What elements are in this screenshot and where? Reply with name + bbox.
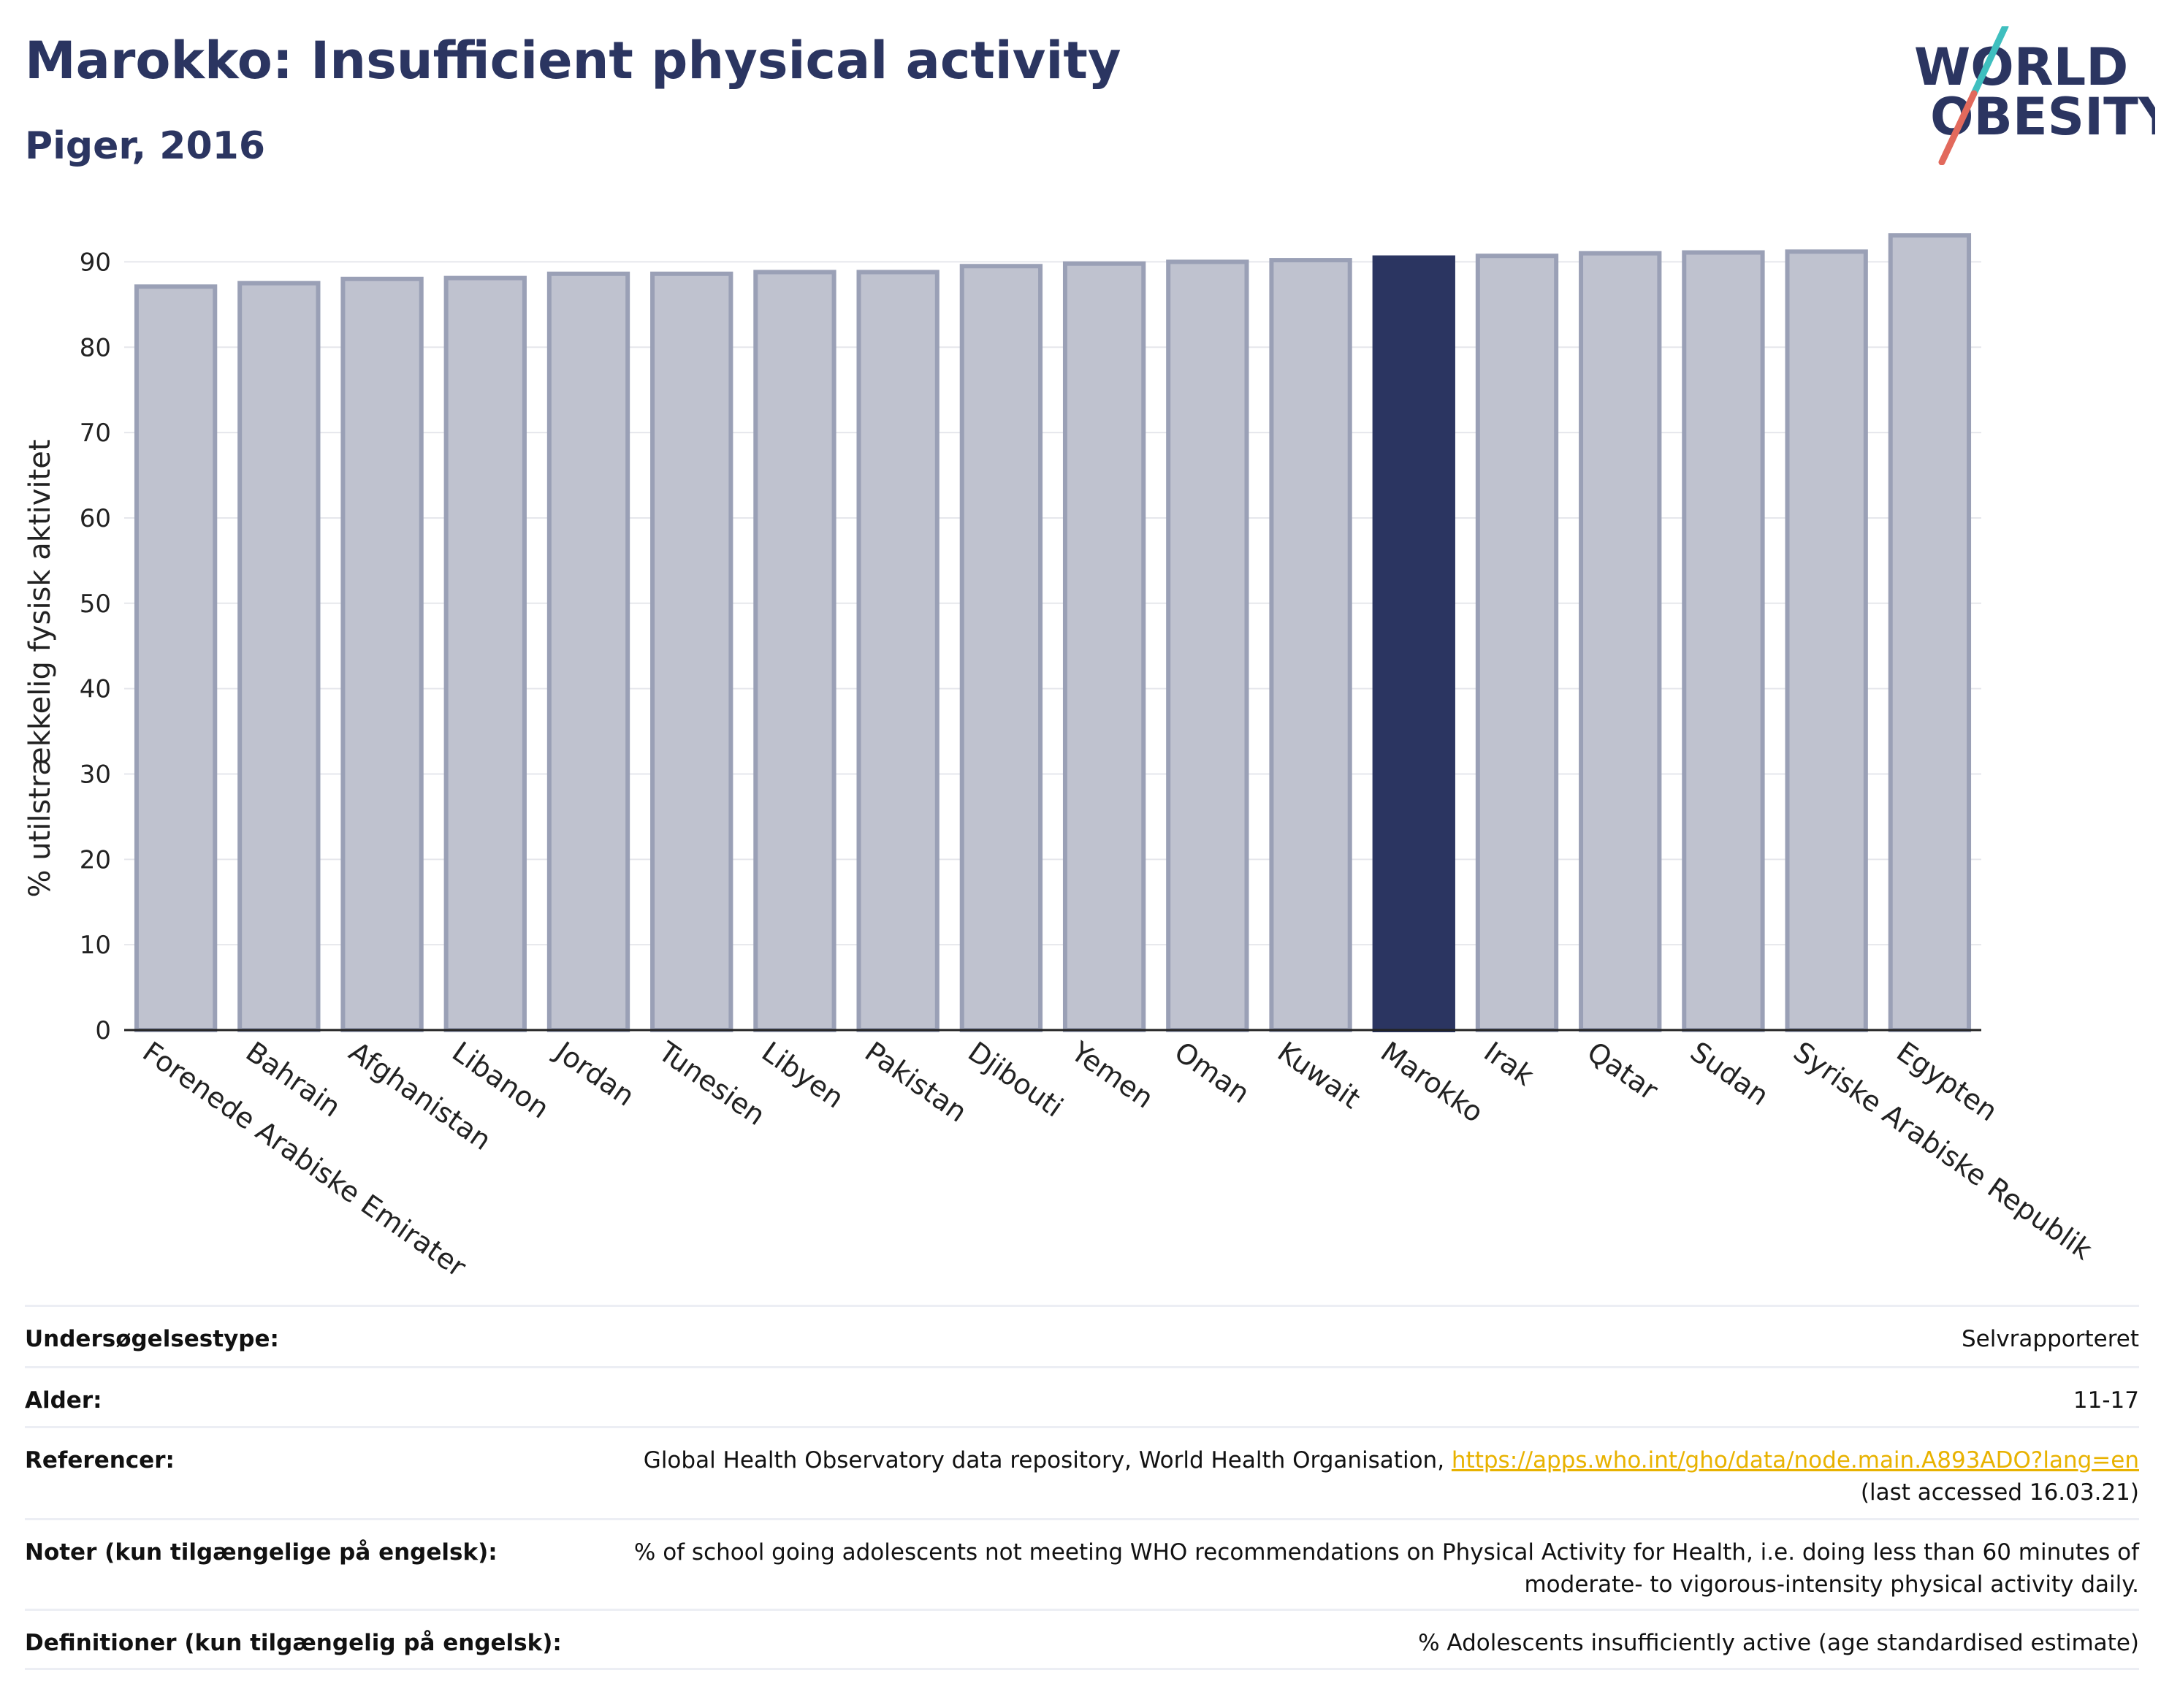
bar-libyen [753,270,836,1032]
meta-key: Undersøgelsestype: [25,1326,279,1352]
metadata-table: Undersøgelsestype: Selvrapporteret Alder… [25,1305,2139,1670]
bar-tunesien [650,271,733,1033]
bar-bahrain [237,281,321,1032]
y-tick-label: 80 [80,333,111,362]
bar-libanon [443,275,527,1032]
x-tick-label: Tunesien [652,1035,771,1132]
meta-value: 11-17 [2073,1387,2139,1414]
y-tick-label: 10 [80,931,111,960]
x-tick-label: Qatar [1582,1035,1664,1107]
bar-marokko [1372,255,1455,1032]
bar-yemen [1062,261,1146,1032]
x-tick-label: Yemen [1065,1035,1159,1115]
bar-afghanistan [340,276,424,1033]
meta-row-references: Referencer: Global Health Observatory da… [25,1426,2139,1518]
bar-jordan [546,271,630,1033]
bar-irak [1475,253,1559,1033]
y-tick-label: 20 [80,845,111,874]
chart-title: Marokko: Insufficient physical activity [25,31,1121,91]
y-tick-label: 90 [80,248,111,277]
reference-accessed: (last accessed 16.03.21) [1860,1479,2139,1506]
x-tick-label: Libyen [756,1035,850,1114]
y-tick-label: 40 [80,675,111,704]
x-tick-label: Irak [1478,1035,1539,1091]
bars [134,233,1972,1033]
meta-row-survey-type: Undersøgelsestype: Selvrapporteret [25,1305,2139,1366]
meta-key: Noter (kun tilgængelige på engelsk): [25,1539,498,1566]
bar-chart: 0 10 20 30 40 50 60 70 80 90 Forenede Arabiske Em… [23,233,2098,1284]
bar-sudan [1682,250,1765,1032]
bar-qatar [1579,251,1662,1033]
meta-key: Alder: [25,1387,102,1414]
x-tick-label: Pakistan [859,1035,973,1128]
world-obesity-logo: WORLD OBESITY [1914,26,2155,165]
meta-value: Selvrapporteret [1961,1326,2139,1352]
chart-subtitle: Piger, 2016 [25,124,266,168]
x-tick-label: Oman [1169,1035,1256,1110]
meta-row-definitions: Definitioner (kun tilgængelig på engelsk… [25,1609,2139,1670]
x-axis-ticks: Forenede Arabiske EmiraterBahrainAfghani… [137,1034,2097,1284]
bar-pakistan [856,270,940,1032]
bar-egypten [1888,233,1972,1033]
x-tick-label: Jordan [549,1034,641,1113]
meta-key: Referencer: [25,1447,175,1473]
meta-value: Global Health Observatory data repositor… [644,1428,2139,1509]
meta-key: Definitioner (kun tilgængelig på engelsk… [25,1630,562,1656]
reference-text: Global Health Observatory data repositor… [643,1447,1445,1473]
x-tick-label: Djibouti [962,1035,1069,1124]
logo-word-2: OBESITY [1930,87,2155,147]
x-tick-label: Kuwait [1272,1035,1366,1115]
reference-link[interactable]: https://apps.who.int/gho/data/node.main.… [1451,1447,2139,1473]
bar-oman [1166,259,1249,1033]
y-axis-ticks: 0 10 20 30 40 50 60 70 80 90 [80,248,111,1045]
meta-row-age: Alder: 11-17 [25,1366,2139,1426]
y-tick-label: 0 [95,1016,111,1045]
meta-value: % of school going adolescents not meetin… [633,1539,2139,1598]
bar-djibouti [959,264,1043,1032]
y-axis-label: % utilstrækkelig fysisk aktivitet [23,439,57,897]
y-tick-label: 70 [80,419,111,448]
y-tick-label: 50 [80,590,111,619]
x-tick-label: Marokko [1375,1035,1489,1129]
meta-value: % Adolescents insufficiently active (age… [1418,1630,2139,1656]
meta-row-notes: Noter (kun tilgængelige på engelsk): % o… [25,1518,2139,1609]
bar-forenede-arabiske-emirater [134,284,218,1033]
bar-kuwait [1269,258,1352,1032]
y-tick-label: 30 [80,760,111,789]
bar-syriske-arabiske-republik [1785,249,1868,1032]
y-tick-label: 60 [80,504,111,533]
logo-word-1: WORLD [1914,37,2128,97]
x-tick-label: Sudan [1685,1035,1775,1112]
